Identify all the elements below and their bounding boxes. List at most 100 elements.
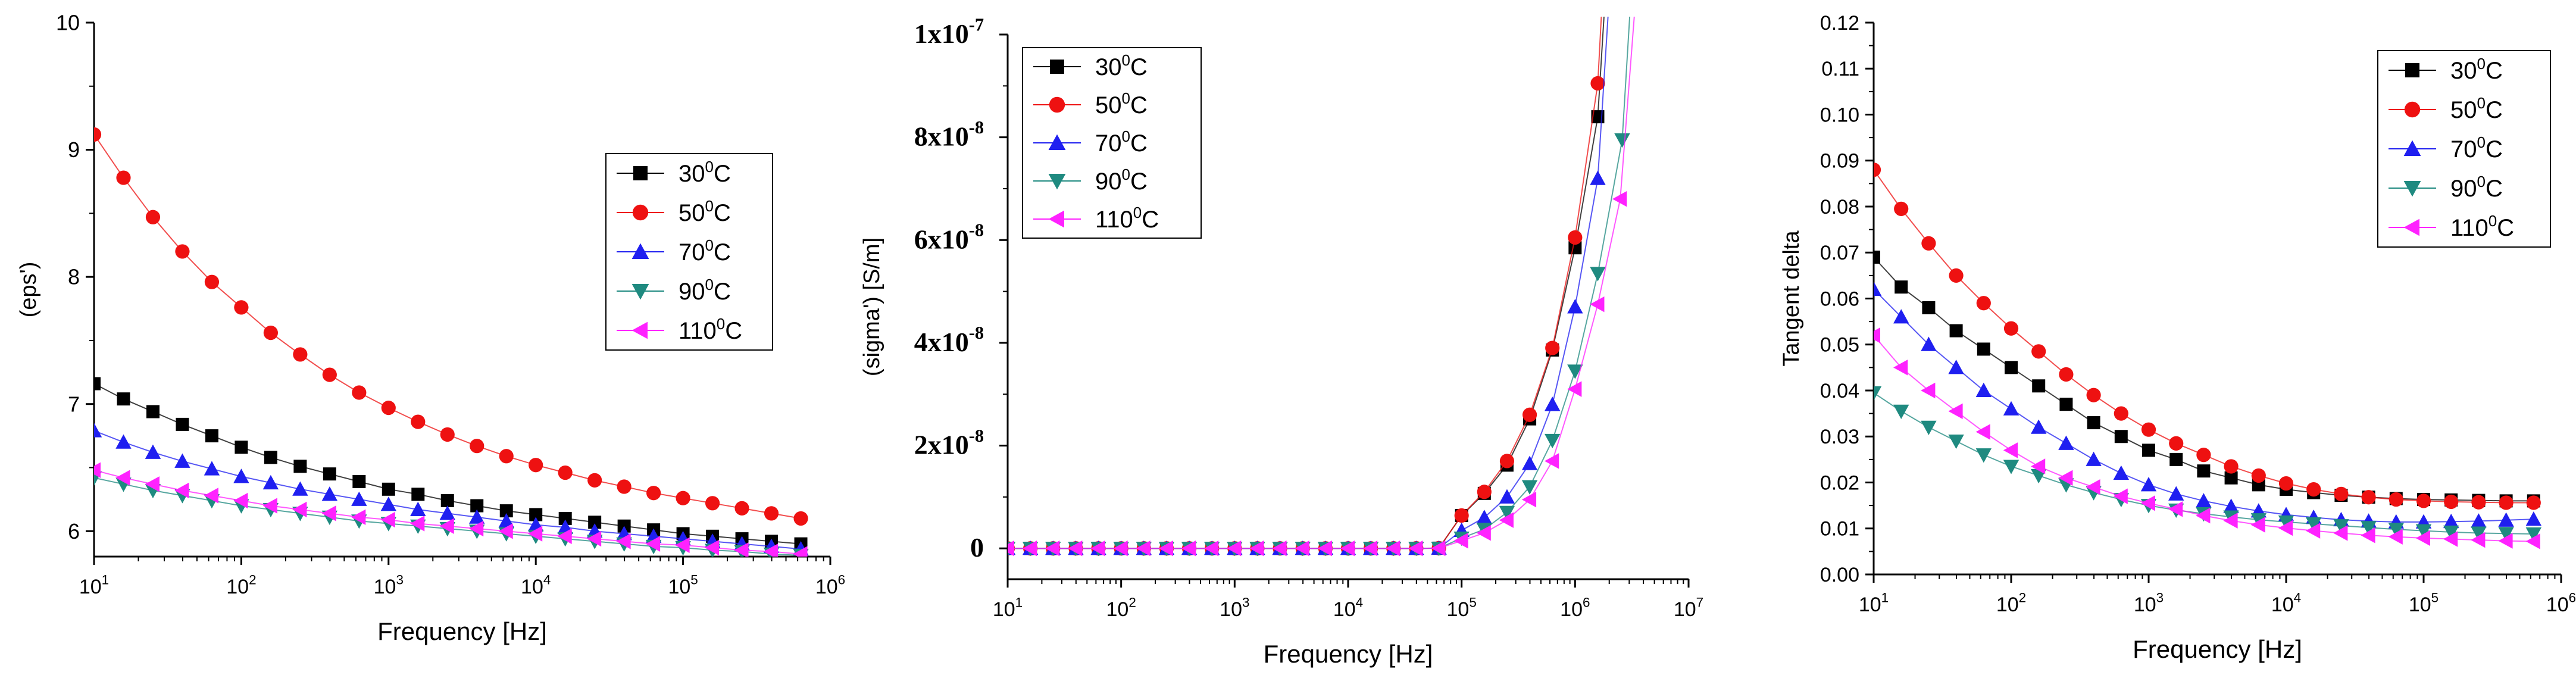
data-point (1921, 420, 1937, 435)
data-point (2223, 498, 2239, 513)
x-tick-label-base: 10 (1674, 598, 1696, 621)
data-point (2443, 513, 2459, 529)
legend-label: 1100C (1095, 204, 1159, 233)
data-point (235, 441, 248, 454)
data-point (616, 533, 631, 549)
data-point (2087, 416, 2100, 430)
legend-unit: C (1130, 168, 1148, 195)
data-point (2416, 493, 2431, 508)
data-point (2003, 442, 2018, 458)
data-point (1545, 340, 1560, 355)
data-point (1295, 541, 1309, 557)
data-point (705, 496, 720, 511)
data-point (1590, 296, 1605, 313)
legend-label: 500C (2450, 94, 2503, 123)
sigma-chart: 101 102 103 104 105 106 10702x10-84x10-86x10-8… (859, 14, 1703, 668)
x-tick-label-exp: 4 (543, 573, 551, 588)
data-point (2114, 406, 2128, 421)
data-point (1499, 512, 1514, 528)
x-tick-label-base: 10 (2134, 593, 2156, 616)
data-point (2059, 367, 2074, 382)
data-point (2223, 513, 2238, 529)
data-point (1948, 403, 1963, 419)
data-point (1590, 76, 1605, 91)
data-point (2361, 490, 2376, 505)
y-tick-label-base: 2x10 (914, 430, 969, 460)
data-point (498, 513, 514, 528)
data-point (94, 423, 102, 438)
legend-degree: 0 (1122, 127, 1130, 145)
data-point (2196, 507, 2211, 524)
data-point (2471, 526, 2487, 541)
data-point (529, 508, 543, 521)
data-point (176, 417, 189, 431)
legend-item-70C: 700C (1033, 127, 1148, 157)
data-point (646, 486, 661, 501)
data-point (1874, 250, 1880, 264)
data-point (262, 498, 277, 514)
legend-unit: C (2486, 176, 2503, 202)
data-point (2086, 451, 2102, 466)
data-point (382, 482, 395, 496)
x-tick-label: 103 (374, 573, 404, 598)
data-point (2498, 527, 2514, 542)
legend-degree: 0 (2477, 94, 2486, 112)
data-point (498, 523, 513, 539)
legend-unit: C (2497, 215, 2514, 241)
data-point (470, 499, 484, 513)
data-point (1499, 489, 1515, 504)
data-point (2169, 436, 2184, 451)
data-point (2471, 532, 2486, 548)
data-point (2114, 430, 2128, 443)
data-point (1874, 281, 1882, 296)
data-point (2169, 452, 2183, 466)
data-point (440, 494, 454, 508)
data-point (233, 468, 249, 483)
y-tick-label: 0 (970, 532, 984, 563)
legend-temp: 70 (1095, 130, 1122, 157)
legend-degree: 0 (717, 315, 725, 333)
data-point (1977, 342, 1990, 356)
data-point (380, 511, 395, 528)
data-point (2142, 443, 2155, 457)
legend-degree: 0 (705, 158, 714, 176)
x-tick-label-base: 10 (815, 576, 838, 598)
legend-item-90C: 900C (617, 276, 731, 305)
data-point (2224, 459, 2239, 474)
x-tick-label-exp: 4 (2294, 591, 2301, 605)
x-tick-label-base: 10 (993, 598, 1015, 621)
y-tick-label: 4x10-8 (914, 323, 984, 357)
tangent-delta-chart: 101 102 103 104 105 1060.000.010.020.030.040.… (1779, 12, 2576, 663)
y-tick-label: 6 (68, 519, 80, 543)
data-point (2250, 513, 2267, 528)
data-point (1614, 133, 1630, 148)
data-point (352, 474, 366, 488)
data-point (1272, 541, 1287, 557)
y-tick-label-exp: -8 (969, 426, 984, 446)
legend-label: 1100C (679, 315, 742, 344)
data-point (2058, 470, 2073, 486)
y-tick-label-base: 1x10 (914, 18, 969, 49)
data-point (1612, 191, 1627, 207)
x-tick-label-base: 10 (1560, 598, 1583, 621)
legend-degree: 0 (705, 236, 714, 254)
data-point (2003, 401, 2019, 416)
data-point (1068, 541, 1083, 557)
x-tick-label: 106 (815, 573, 845, 598)
y-tick-label-base: 6x10 (914, 224, 969, 254)
data-point (2415, 530, 2430, 546)
x-tick-label-exp: 1 (1881, 591, 1889, 605)
legend-label: 500C (1095, 89, 1148, 118)
legend-temp: 90 (1095, 168, 1122, 195)
data-point (2168, 486, 2184, 501)
x-tick-label-base: 10 (668, 576, 690, 598)
data-point (292, 501, 307, 518)
legend-unit: C (714, 239, 731, 265)
data-point (146, 405, 160, 418)
data-point (263, 326, 278, 340)
data-point (264, 451, 277, 464)
data-point (1590, 170, 1606, 185)
x-tick-label-base: 10 (1447, 598, 1470, 621)
data-point (2086, 479, 2100, 495)
legend-temp: 90 (679, 279, 705, 305)
